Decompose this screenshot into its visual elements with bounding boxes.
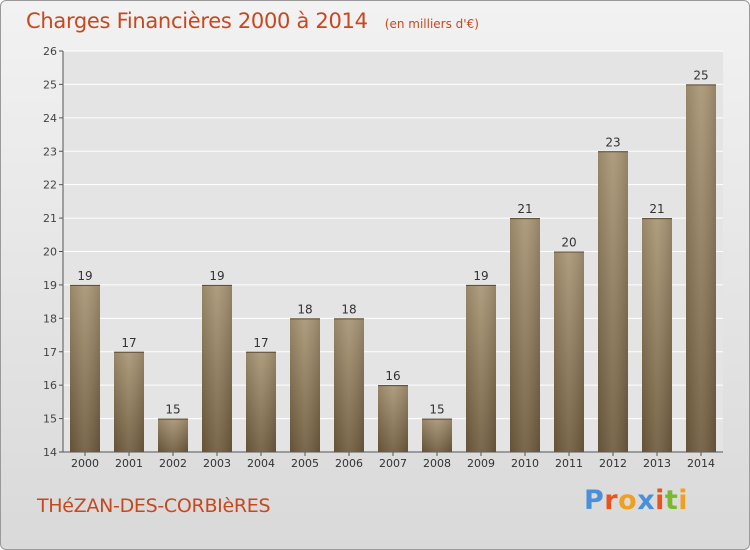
bar-shade: [290, 318, 320, 452]
x-tick-label: 2003: [203, 457, 231, 470]
x-tick-label: 2013: [643, 457, 671, 470]
logo-letter: i: [678, 485, 689, 516]
proxiti-logo: Proxiti: [584, 485, 688, 516]
y-tick-label: 16: [43, 379, 57, 392]
logo-letter: o: [618, 485, 638, 516]
data-label: 15: [165, 403, 180, 417]
logo-letter: i: [655, 485, 665, 516]
data-label: 19: [209, 269, 224, 283]
x-tick-label: 2001: [115, 457, 143, 470]
x-tick-label: 2004: [247, 457, 275, 470]
x-tick-label: 2012: [599, 457, 627, 470]
bar-shade: [554, 251, 584, 452]
x-tick-label: 2014: [687, 457, 715, 470]
logo-letter: x: [637, 485, 656, 516]
x-tick-label: 2010: [511, 457, 539, 470]
bar-shade: [246, 351, 276, 452]
data-label: 19: [473, 269, 488, 283]
y-tick-label: 18: [43, 312, 57, 325]
bar-shade: [510, 218, 540, 452]
logo-letter: t: [664, 485, 679, 516]
bar-shade: [114, 351, 144, 452]
place-name: THéZAN-DES-CORBIèRES: [37, 495, 271, 517]
data-label: 15: [429, 403, 444, 417]
bar-shade: [466, 284, 496, 452]
x-tick-label: 2011: [555, 457, 583, 470]
bar-shade: [202, 284, 232, 452]
bar-shade: [378, 385, 408, 452]
x-tick-label: 2002: [159, 457, 187, 470]
x-tick-label: 2007: [379, 457, 407, 470]
bar-shade: [422, 418, 452, 452]
bar-shade: [158, 418, 188, 452]
data-label: 17: [253, 336, 268, 350]
x-tick-label: 2005: [291, 457, 319, 470]
y-tick-label: 20: [43, 246, 57, 259]
logo-letter: P: [584, 485, 605, 516]
y-tick-label: 23: [43, 145, 57, 158]
bar-shade: [686, 84, 716, 453]
bar-shade: [598, 151, 628, 452]
y-tick-label: 22: [43, 179, 57, 192]
data-label: 17: [121, 336, 136, 350]
data-label: 19: [77, 269, 92, 283]
data-label: 23: [605, 135, 620, 149]
chart-unit: (en milliers d'€): [384, 17, 479, 31]
data-label: 25: [693, 68, 708, 82]
bar-shade: [334, 318, 364, 452]
x-tick-label: 2009: [467, 457, 495, 470]
chart-title: Charges Financières 2000 à 2014: [26, 9, 368, 33]
y-tick-label: 24: [43, 112, 57, 125]
x-tick-label: 2006: [335, 457, 363, 470]
y-tick-label: 19: [43, 279, 57, 292]
data-label: 21: [517, 202, 532, 216]
y-tick-label: 25: [43, 78, 57, 91]
x-tick-label: 2000: [71, 457, 99, 470]
y-tick-label: 17: [43, 346, 57, 359]
logo-letter: r: [604, 485, 619, 516]
x-tick-label: 2008: [423, 457, 451, 470]
bar-shade: [70, 284, 100, 452]
data-label: 18: [297, 302, 312, 316]
chart-title-block: Charges Financières 2000 à 2014 (en mill…: [26, 9, 479, 33]
data-label: 20: [561, 236, 576, 250]
y-tick-label: 21: [43, 212, 57, 225]
y-tick-label: 26: [43, 45, 57, 58]
bar-shade: [642, 218, 672, 452]
data-label: 18: [341, 302, 356, 316]
data-label: 21: [649, 202, 664, 216]
y-tick-label: 15: [43, 413, 57, 426]
data-label: 16: [385, 369, 400, 383]
y-tick-label: 14: [43, 446, 57, 459]
